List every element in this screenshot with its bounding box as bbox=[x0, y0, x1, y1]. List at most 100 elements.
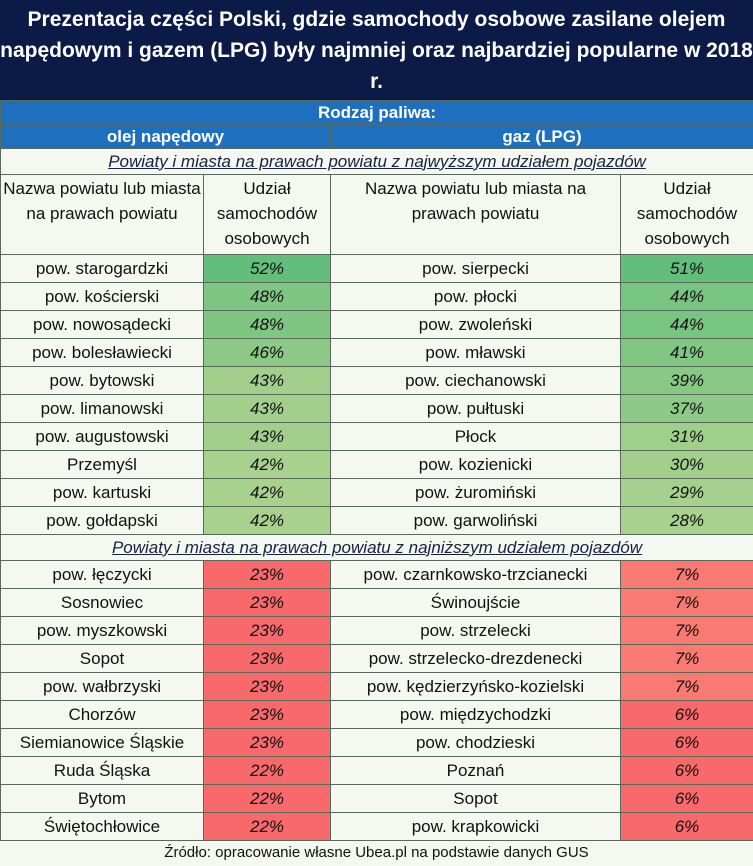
diesel-share: 52% bbox=[203, 254, 331, 283]
diesel-share: 22% bbox=[203, 812, 331, 841]
lpg-region-name: pow. mławski bbox=[330, 338, 621, 367]
column-header-name-left: Nazwa powiatu lub miasta na prawach powi… bbox=[0, 174, 204, 255]
diesel-region-name: pow. augustowski bbox=[0, 422, 204, 451]
table-row: pow. limanowski 43% pow. pułtuski 37% bbox=[0, 394, 753, 423]
lpg-share: 6% bbox=[619, 700, 753, 729]
diesel-share: 23% bbox=[203, 644, 331, 673]
fuel-type-header: Rodzaj paliwa: bbox=[0, 100, 753, 125]
diesel-region-name: Sopot bbox=[0, 644, 204, 673]
diesel-region-name: Sosnowiec bbox=[0, 588, 204, 617]
diesel-region-name: pow. starogardzki bbox=[0, 254, 204, 283]
lpg-region-name: pow. strzelecko-drezdenecki bbox=[330, 644, 621, 673]
lpg-share: 30% bbox=[619, 450, 753, 479]
diesel-region-name: Ruda Śląska bbox=[0, 756, 204, 785]
diesel-share: 42% bbox=[203, 478, 331, 507]
diesel-share: 46% bbox=[203, 338, 331, 367]
diesel-share: 22% bbox=[203, 784, 331, 813]
table-row: Bytom 22% Sopot 6% bbox=[0, 784, 753, 813]
diesel-region-name: pow. limanowski bbox=[0, 394, 204, 423]
lpg-share: 28% bbox=[619, 506, 753, 535]
table-row: Ruda Śląska 22% Poznań 6% bbox=[0, 756, 753, 785]
diesel-share: 23% bbox=[203, 700, 331, 729]
table-row: pow. bolesławiecki 46% pow. mławski 41% bbox=[0, 338, 753, 367]
table-row: Sosnowiec 23% Świnoujście 7% bbox=[0, 588, 753, 617]
table-row: Chorzów 23% pow. międzychodzki 6% bbox=[0, 700, 753, 729]
lpg-region-name: pow. pułtuski bbox=[330, 394, 621, 423]
diesel-region-name: Świętochłowice bbox=[0, 812, 204, 841]
diesel-header: olej napędowy bbox=[0, 124, 331, 149]
lpg-region-name: pow. płocki bbox=[330, 282, 621, 311]
lpg-share: 37% bbox=[619, 394, 753, 423]
diesel-region-name: Bytom bbox=[0, 784, 204, 813]
lpg-region-name: pow. kozienicki bbox=[330, 450, 621, 479]
source-footer: Źródło: opracowanie własne Ubea.pl na po… bbox=[164, 844, 589, 861]
lpg-region-name: Świnoujście bbox=[330, 588, 621, 617]
column-header-share-right: Udział samochodów osobowych bbox=[619, 174, 753, 255]
lpg-region-name: pow. garwoliński bbox=[330, 506, 621, 535]
table-row: Sopot 23% pow. strzelecko-drezdenecki 7% bbox=[0, 644, 753, 673]
table-row: pow. nowosądecki 48% pow. zwoleński 44% bbox=[0, 310, 753, 339]
lpg-share: 7% bbox=[619, 616, 753, 645]
lpg-region-name: pow. kędzierzyńsko-kozielski bbox=[330, 672, 621, 701]
diesel-share: 23% bbox=[203, 672, 331, 701]
lpg-region-name: Płock bbox=[330, 422, 621, 451]
table-row: pow. augustowski 43% Płock 31% bbox=[0, 422, 753, 451]
section-header: Powiaty i miasta na prawach powiatu z na… bbox=[0, 148, 753, 175]
diesel-region-name: pow. kościerski bbox=[0, 282, 204, 311]
diesel-region-name: Siemianowice Śląskie bbox=[0, 728, 204, 757]
column-header-share-left: Udział samochodów osobowych bbox=[203, 174, 331, 255]
diesel-share: 42% bbox=[203, 450, 331, 479]
lpg-share: 31% bbox=[619, 422, 753, 451]
table-row: pow. myszkowski 23% pow. strzelecki 7% bbox=[0, 616, 753, 645]
diesel-share: 23% bbox=[203, 588, 331, 617]
column-headers: Nazwa powiatu lub miasta na prawach powi… bbox=[0, 174, 753, 255]
diesel-region-name: pow. bytowski bbox=[0, 366, 204, 395]
lpg-share: 7% bbox=[619, 560, 753, 589]
lpg-region-name: Sopot bbox=[330, 784, 621, 813]
lpg-share: 6% bbox=[619, 728, 753, 757]
lpg-share: 44% bbox=[619, 282, 753, 311]
diesel-region-name: Chorzów bbox=[0, 700, 204, 729]
diesel-region-name: pow. kartuski bbox=[0, 478, 204, 507]
table-row: pow. wałbrzyski 23% pow. kędzierzyńsko-koz… bbox=[0, 672, 753, 701]
table-row: pow. gołdapski 42% pow. garwoliński 28% bbox=[0, 506, 753, 535]
lpg-share: 6% bbox=[619, 784, 753, 813]
lpg-share: 51% bbox=[619, 254, 753, 283]
table-row: pow. łęczycki 23% pow. czarnkowsko-trzcian… bbox=[0, 560, 753, 589]
column-header-name-right: Nazwa powiatu lub miasta na prawach powi… bbox=[330, 174, 621, 255]
lpg-region-name: pow. sierpecki bbox=[330, 254, 621, 283]
diesel-share: 23% bbox=[203, 616, 331, 645]
diesel-region-name: pow. gołdapski bbox=[0, 506, 204, 535]
section-header: Powiaty i miasta na prawach powiatu z na… bbox=[0, 534, 753, 561]
diesel-share: 22% bbox=[203, 756, 331, 785]
lpg-share: 41% bbox=[619, 338, 753, 367]
section-title: Powiaty i miasta na prawach powiatu z na… bbox=[0, 148, 753, 175]
lpg-share: 7% bbox=[619, 588, 753, 617]
lpg-share: 6% bbox=[619, 756, 753, 785]
diesel-region-name: pow. bolesławiecki bbox=[0, 338, 204, 367]
table-row: Siemianowice Śląskie 23% pow. chodzieski 6% bbox=[0, 728, 753, 757]
diesel-share: 43% bbox=[203, 422, 331, 451]
lpg-share: 7% bbox=[619, 672, 753, 701]
table-row: pow. kościerski 48% pow. płocki 44% bbox=[0, 282, 753, 311]
lpg-header: gaz (LPG) bbox=[329, 124, 753, 149]
lpg-region-name: pow. żuromiński bbox=[330, 478, 621, 507]
lpg-region-name: pow. strzelecki bbox=[330, 616, 621, 645]
lpg-region-name: pow. czarnkowsko-trzcianecki bbox=[330, 560, 621, 589]
lpg-share: 44% bbox=[619, 310, 753, 339]
lpg-region-name: pow. międzychodzki bbox=[330, 700, 621, 729]
diesel-region-name: pow. myszkowski bbox=[0, 616, 204, 645]
table-row: pow. bytowski 43% pow. ciechanowski 39% bbox=[0, 366, 753, 395]
lpg-share: 39% bbox=[619, 366, 753, 395]
lpg-region-name: pow. krapkowicki bbox=[330, 812, 621, 841]
table-row: pow. kartuski 42% pow. żuromiński 29% bbox=[0, 478, 753, 507]
fuel-table: Rodzaj paliwa: olej napędowy gaz (LPG) P… bbox=[0, 100, 753, 841]
diesel-region-name: Przemyśl bbox=[0, 450, 204, 479]
diesel-share: 23% bbox=[203, 728, 331, 757]
diesel-region-name: pow. łęczycki bbox=[0, 560, 204, 589]
diesel-region-name: pow. nowosądecki bbox=[0, 310, 204, 339]
diesel-region-name: pow. wałbrzyski bbox=[0, 672, 204, 701]
diesel-share: 43% bbox=[203, 366, 331, 395]
diesel-share: 23% bbox=[203, 560, 331, 589]
page-title: Prezentacja części Polski, gdzie samocho… bbox=[0, 0, 753, 100]
